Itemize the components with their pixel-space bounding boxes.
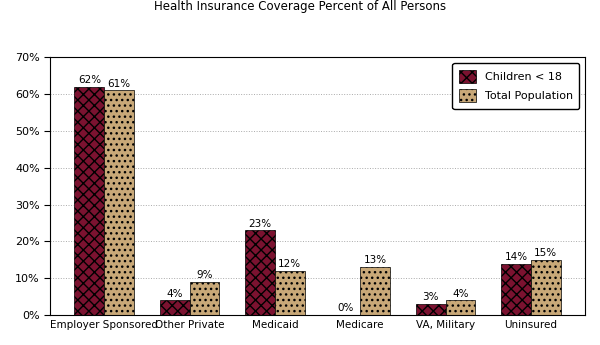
Text: 14%: 14% bbox=[505, 252, 527, 262]
Text: Health Insurance Coverage Percent of All Persons: Health Insurance Coverage Percent of All… bbox=[154, 0, 446, 13]
Bar bbox=[104, 90, 134, 315]
Legend: Children < 18, Total Population: Children < 18, Total Population bbox=[452, 63, 580, 109]
Bar bbox=[501, 264, 531, 315]
Text: 4%: 4% bbox=[166, 288, 183, 298]
Bar bbox=[416, 304, 446, 315]
Text: 9%: 9% bbox=[196, 270, 213, 280]
Bar bbox=[531, 260, 560, 315]
Text: 23%: 23% bbox=[248, 219, 272, 229]
Bar bbox=[275, 271, 305, 315]
Bar bbox=[74, 87, 104, 315]
Text: 13%: 13% bbox=[364, 255, 387, 265]
Bar bbox=[190, 282, 220, 315]
Bar bbox=[446, 300, 475, 315]
Text: 15%: 15% bbox=[534, 248, 557, 258]
Text: 12%: 12% bbox=[278, 259, 301, 269]
Bar bbox=[360, 267, 390, 315]
Text: 61%: 61% bbox=[107, 79, 131, 89]
Text: 3%: 3% bbox=[422, 292, 439, 302]
Text: 0%: 0% bbox=[337, 303, 353, 313]
Text: 62%: 62% bbox=[78, 75, 101, 85]
Text: 4%: 4% bbox=[452, 288, 469, 298]
Bar bbox=[245, 230, 275, 315]
Bar bbox=[160, 300, 190, 315]
